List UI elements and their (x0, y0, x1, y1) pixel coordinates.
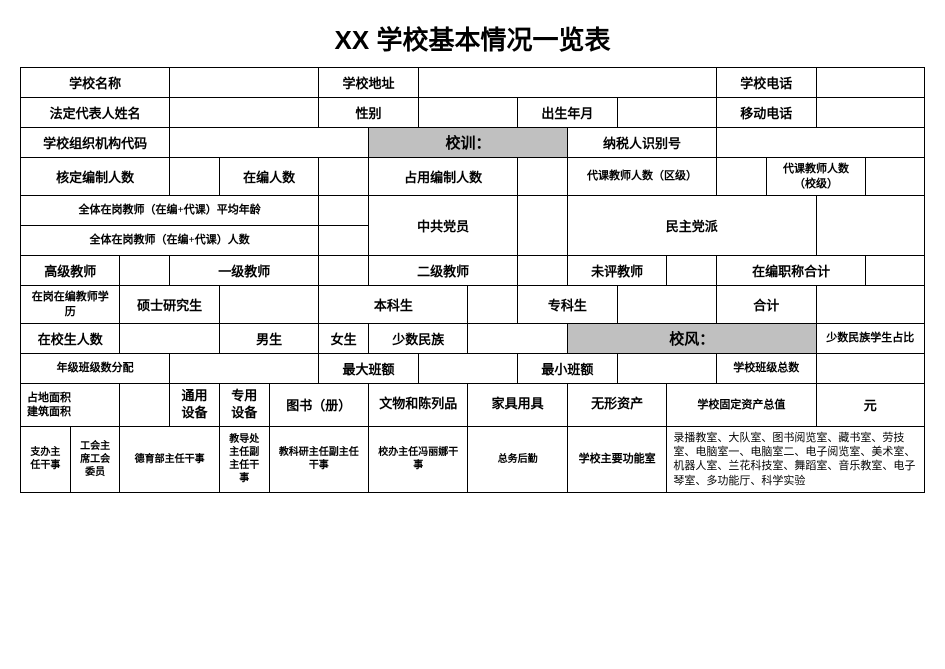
label-motto: 校训： (369, 128, 568, 158)
label-minority: 少数民族 (369, 324, 468, 354)
label-master: 硕士研究生 (120, 286, 219, 324)
value-subst-school (866, 158, 925, 196)
label-r11-c1: 支办主任干事 (21, 426, 71, 492)
value-org-code (170, 128, 369, 158)
label-furniture: 家具用具 (468, 384, 567, 427)
value-room-list: 录播教室、大队室、图书阅览室、藏书室、劳技室、电脑室一、电脑室二、电子阅览室、美… (667, 426, 925, 492)
value-max-class (418, 354, 517, 384)
value-school-name (170, 68, 319, 98)
value-cpc (518, 196, 568, 256)
label-senior: 高级教师 (21, 256, 120, 286)
label-ethos: 校风： (567, 324, 816, 354)
value-avg-age (319, 196, 369, 226)
label-school-name: 学校名称 (21, 68, 170, 98)
label-taxpayer: 纳税人识别号 (567, 128, 716, 158)
value-subst-district (717, 158, 767, 196)
value-student-count (120, 324, 219, 354)
label-r11-c2: 工会主席工会委员 (70, 426, 120, 492)
value-second (518, 256, 568, 286)
value-master (219, 286, 318, 324)
value-occupied-staff (518, 158, 568, 196)
label-subst-district: 代课教师人数（区级） (567, 158, 716, 196)
label-func-room: 学校主要功能室 (567, 426, 666, 492)
label-land-area: 占地面积 (27, 391, 113, 405)
value-edu-total (816, 286, 925, 324)
value-title-total (866, 256, 925, 286)
label-r11-c7: 总务后勤 (468, 426, 567, 492)
label-subst-school: 代课教师人数（校级） (766, 158, 865, 196)
label-fixed-assets: 学校固定资产总值 (667, 384, 816, 427)
label-legal-rep: 法定代表人姓名 (21, 98, 170, 128)
label-yuan: 元 (816, 384, 925, 427)
value-gender (418, 98, 517, 128)
value-legal-rep (170, 98, 319, 128)
value-first (319, 256, 369, 286)
label-org-code: 学校组织机构代码 (21, 128, 170, 158)
label-second: 二级教师 (369, 256, 518, 286)
label-birth: 出生年月 (518, 98, 617, 128)
value-area (120, 384, 170, 427)
label-occupied-staff: 占用编制人数 (369, 158, 518, 196)
label-intangible: 无形资产 (567, 384, 666, 427)
label-r11-c6: 校办主任冯丽娜干事 (369, 426, 468, 492)
label-books: 图书（册） (269, 384, 368, 427)
value-min-class (617, 354, 716, 384)
label-dem-party: 民主党派 (567, 196, 816, 256)
school-info-table: 学校名称 学校地址 学校电话 法定代表人姓名 性别 出生年月 移动电话 学校组织… (20, 67, 925, 493)
label-bachelor: 本科生 (319, 286, 468, 324)
label-edu-total: 合计 (717, 286, 816, 324)
label-r11-c4: 教导处主任副主任干事 (219, 426, 269, 492)
label-special-equip: 专用设备 (219, 384, 269, 427)
value-bachelor (468, 286, 518, 324)
value-dem-party (816, 196, 925, 256)
label-avg-age: 全体在岗教师（在编+代课）平均年龄 (21, 196, 319, 226)
label-gender: 性别 (319, 98, 418, 128)
label-minority-ratio: 少数民族学生占比 (816, 324, 925, 354)
value-school-tel (816, 68, 925, 98)
label-male: 男生 (219, 324, 318, 354)
value-total-teachers (319, 226, 369, 256)
label-cpc: 中共党员 (369, 196, 518, 256)
value-unrated (667, 256, 717, 286)
value-grade-dist (170, 354, 319, 384)
value-school-addr (418, 68, 716, 98)
value-mobile (816, 98, 925, 128)
value-taxpayer (717, 128, 925, 158)
label-student-count: 在校生人数 (21, 324, 120, 354)
document-title: XX 学校基本情况一览表 (20, 20, 925, 57)
label-max-class: 最大班额 (319, 354, 418, 384)
label-title-total: 在编职称合计 (717, 256, 866, 286)
value-minority (468, 324, 567, 354)
label-relics: 文物和陈列品 (369, 384, 468, 427)
label-class-total: 学校班级总数 (717, 354, 816, 384)
label-area: 占地面积 建筑面积 (21, 384, 120, 427)
label-unrated: 未评教师 (567, 256, 666, 286)
label-min-class: 最小班额 (518, 354, 617, 384)
value-associate (617, 286, 716, 324)
value-class-total (816, 354, 925, 384)
value-birth (617, 98, 716, 128)
value-on-staff (319, 158, 369, 196)
value-senior (120, 256, 170, 286)
label-build-area: 建筑面积 (27, 405, 113, 419)
label-total-teachers: 全体在岗教师（在编+代课）人数 (21, 226, 319, 256)
label-r11-c5: 教科研主任副主任干事 (269, 426, 368, 492)
label-r11-c3: 德育部主任干事 (120, 426, 219, 492)
label-grade-dist: 年级班级数分配 (21, 354, 170, 384)
label-school-tel: 学校电话 (717, 68, 816, 98)
label-female: 女生 (319, 324, 369, 354)
label-first: 一级教师 (170, 256, 319, 286)
label-mobile: 移动电话 (717, 98, 816, 128)
label-general-equip: 通用设备 (170, 384, 220, 427)
label-edu: 在岗在编教师学历 (21, 286, 120, 324)
label-approved-staff: 核定编制人数 (21, 158, 170, 196)
value-approved-staff (170, 158, 220, 196)
label-associate: 专科生 (518, 286, 617, 324)
label-school-addr: 学校地址 (319, 68, 418, 98)
label-on-staff: 在编人数 (219, 158, 318, 196)
